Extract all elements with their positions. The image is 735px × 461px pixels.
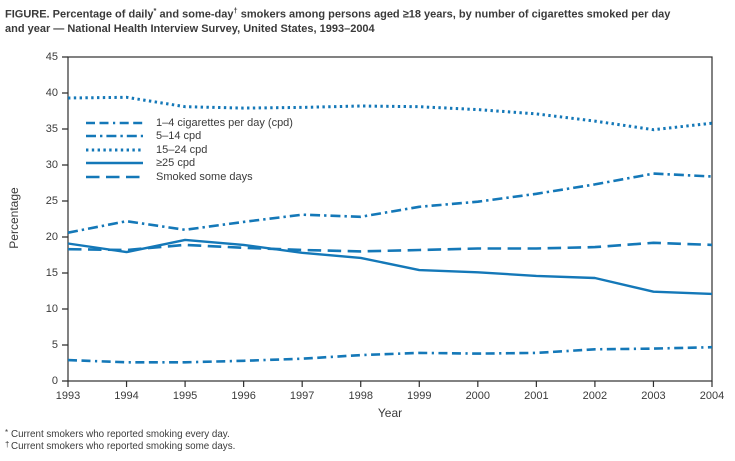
legend-line-sample-long-dash — [86, 175, 143, 179]
y-tick-label: 20 — [45, 230, 58, 243]
x-tick-label: 1993 — [55, 390, 81, 402]
y-tick-label: 45 — [45, 50, 58, 63]
y-tick-label: 10 — [45, 302, 58, 315]
footnote-star-marker: * — [153, 6, 157, 15]
chart-legend: 1–4 cigarettes per day (cpd) 5–14 cpd 15–2… — [86, 116, 293, 184]
series-line-solid — [67, 238, 713, 296]
x-tick-label: 1996 — [231, 390, 256, 402]
y-tick-label: 35 — [45, 122, 58, 135]
x-tick-label: 2004 — [699, 390, 725, 402]
x-tick-label: 1995 — [172, 390, 198, 402]
plot-border — [67, 56, 713, 382]
legend-item: 15–24 cpd — [86, 143, 293, 157]
footnotes: * Current smokers who reported smoking ev… — [5, 428, 236, 453]
x-tick-label: 1998 — [348, 390, 373, 402]
legend-line-sample-dot — [86, 148, 143, 152]
legend-item: 1–4 cigarettes per day (cpd) — [86, 116, 293, 130]
legend-line-sample-solid — [86, 162, 143, 165]
y-axis-title: Percentage — [7, 187, 21, 249]
x-tick-label: 2000 — [465, 390, 491, 402]
legend-item: ≥25 cpd — [86, 157, 293, 171]
figure-title-line2: and year — National Health Interview Sur… — [5, 22, 375, 35]
legend-label: 5–14 cpd — [156, 130, 202, 143]
legend-label: ≥25 cpd — [156, 157, 196, 170]
legend-label: 1–4 cigarettes per day (cpd) — [156, 116, 293, 129]
footnote-text: Current smokers who reported smoking som… — [11, 440, 236, 452]
x-tick-label: 2001 — [524, 390, 549, 402]
x-axis-title: Year — [377, 406, 403, 420]
series-line-long-dash — [67, 241, 713, 253]
footnote-marker: † — [5, 439, 10, 449]
y-tick-label: 0 — [51, 374, 58, 387]
x-tick-label: 2002 — [582, 390, 608, 402]
legend-line-sample-dash-dot — [86, 134, 143, 138]
legend-line-sample-dash-dash-dot — [86, 121, 143, 125]
series-line-dash-dot — [67, 172, 713, 234]
y-tick-label: 40 — [45, 86, 58, 99]
legend-label: Smoked some days — [156, 170, 253, 183]
x-tick-label: 2003 — [641, 390, 666, 402]
x-tick-label: 1997 — [289, 390, 315, 402]
footnote-marker: * — [5, 428, 9, 437]
x-tick-label: 1999 — [407, 390, 432, 402]
footnote-text: Current smokers who reported smoking eve… — [11, 429, 230, 440]
series-line-dash-dash-dot — [67, 345, 713, 364]
footnote-line: * Current smokers who reported smoking ev… — [5, 428, 235, 441]
y-tick-label: 15 — [45, 266, 58, 279]
figure-title: FIGURE. Percentage of daily* and some-da… — [5, 4, 733, 36]
legend-label: 15–24 cpd — [156, 143, 208, 156]
y-tick-label: 25 — [45, 194, 58, 207]
footnote-line: † Current smokers who reported smoking so… — [5, 439, 236, 453]
legend-item: Smoked some days — [86, 170, 293, 184]
y-tick-label: 30 — [45, 158, 58, 171]
footnote-dagger-marker: † — [233, 6, 238, 15]
axis-ticks — [62, 56, 713, 387]
y-tick-label: 5 — [51, 338, 58, 351]
legend-item: 5–14 cpd — [86, 130, 293, 144]
x-tick-label: 1994 — [114, 390, 139, 402]
figure-title-line1: FIGURE. Percentage of daily* and some-da… — [5, 6, 671, 21]
